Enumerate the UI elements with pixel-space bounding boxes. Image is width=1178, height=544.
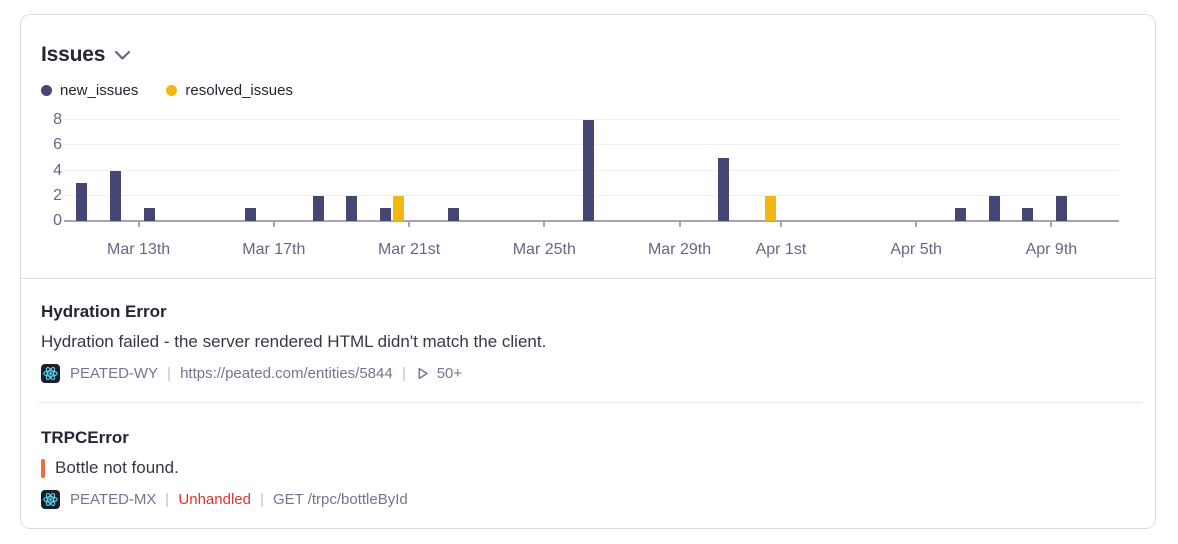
legend-item-resolved-issues[interactable]: resolved_issues <box>166 82 293 99</box>
legend-label: new_issues <box>60 82 139 99</box>
bar-new_issues[interactable] <box>75 183 87 221</box>
bar-new_issues[interactable] <box>583 120 594 221</box>
issue-message-text: Bottle not found. <box>55 458 179 477</box>
bar-new_issues[interactable] <box>954 208 966 221</box>
bar-new_issues[interactable] <box>109 170 121 221</box>
culprit-marker <box>41 458 45 478</box>
issue-short-id: PEATED-MX <box>70 491 157 508</box>
y-axis-label: 6 <box>53 136 62 154</box>
chevron-down-icon <box>115 50 131 60</box>
x-axis-tick <box>137 222 140 227</box>
issue-short-id: PEATED-WY <box>70 365 159 382</box>
issue-meta-row: PEATED-WY https://peated.com/entities/58… <box>41 364 1135 383</box>
gridline-y-8 <box>64 119 1119 120</box>
x-axis-label: Mar 21st <box>377 241 441 258</box>
issue-meta-row: PEATED-MX Unhandled GET /trpc/bottleById <box>41 490 1135 509</box>
bar-resolved_issues[interactable] <box>765 195 777 221</box>
bar-new_issues[interactable] <box>312 195 324 221</box>
bar-resolved_issues[interactable] <box>393 195 405 221</box>
x-axis-tick <box>1050 222 1053 227</box>
y-axis-label: 8 <box>53 111 62 128</box>
bar-new_issues[interactable] <box>988 195 1000 221</box>
x-axis-label: Apr 5th <box>890 241 942 258</box>
issue-title[interactable]: Hydration Error <box>41 302 167 321</box>
issue-title[interactable]: TRPCError <box>41 428 129 447</box>
section-divider <box>21 278 1155 279</box>
replay-count: 50+ <box>436 365 463 382</box>
x-axis-label: Apr 1st <box>755 241 807 258</box>
widget-title: Issues <box>41 43 106 66</box>
bar-new_issues[interactable] <box>447 208 459 221</box>
issue-row-trpc-error[interactable]: TRPCError Bottle not found. PEATED-MX Un… <box>21 403 1155 528</box>
issues-bar-chart: 0 2 4 6 8 Mar 13th Mar 17th Mar 21st Mar 25th Mar… <box>21 104 1155 265</box>
issue-message: Hydration failed - the server rendered H… <box>41 331 1135 353</box>
bar-new_issues[interactable] <box>380 208 392 221</box>
bar-new_issues[interactable] <box>1022 208 1034 221</box>
x-axis-tick <box>678 222 681 227</box>
bar-new_issues[interactable] <box>244 208 256 221</box>
x-axis-label: Mar 25th <box>512 241 576 258</box>
meta-separator <box>168 366 171 381</box>
x-axis-label: Apr 9th <box>1025 241 1078 258</box>
legend-item-new-issues[interactable]: new_issues <box>41 82 138 99</box>
meta-separator <box>260 492 263 507</box>
replay-count-group: 50+ <box>415 365 462 382</box>
bar-new_issues[interactable] <box>718 157 730 221</box>
meta-separator <box>402 366 405 381</box>
issues-widget-card: Issues new_issues resolved_issues 0 2 4 6 8 M… <box>20 14 1156 529</box>
legend-dot-resolved-issues <box>166 85 178 96</box>
x-axis-tick <box>408 222 411 227</box>
chart-legend: new_issues resolved_issues <box>41 82 1135 99</box>
issue-message-text: Hydration failed - the server rendered H… <box>41 332 547 351</box>
x-axis-tick <box>915 222 918 227</box>
unhandled-badge: Unhandled <box>178 491 251 508</box>
x-axis-label: Mar 29th <box>647 241 712 258</box>
bar-new_issues[interactable] <box>346 195 358 221</box>
y-axis-label: 0 <box>53 212 62 229</box>
x-axis-label: Mar 13th <box>107 241 171 258</box>
issue-row-hydration-error[interactable]: Hydration Error Hydration failed - the s… <box>21 279 1155 402</box>
play-icon <box>418 367 428 380</box>
x-axis-tick <box>779 222 782 227</box>
bar-new_issues[interactable] <box>1056 195 1068 221</box>
legend-label: resolved_issues <box>185 82 293 99</box>
x-axis-tick <box>272 222 275 227</box>
issue-message: Bottle not found. <box>41 457 1135 479</box>
x-axis-line <box>64 220 1119 222</box>
react-icon <box>41 364 60 383</box>
widget-title-button[interactable]: Issues <box>41 42 1135 68</box>
x-axis-tick <box>543 222 546 227</box>
issue-divider <box>39 402 1142 403</box>
issue-transaction: GET /trpc/bottleById <box>272 491 408 508</box>
legend-dot-new-issues <box>41 85 52 96</box>
y-axis-label: 2 <box>53 186 62 204</box>
widget-header: Issues new_issues resolved_issues <box>21 15 1155 99</box>
issue-url: https://peated.com/entities/5844 <box>180 365 393 382</box>
y-axis-label: 4 <box>53 161 62 179</box>
chart-plot-area: 0 2 4 6 8 Mar 13th Mar 17th Mar 21st Mar 25th Mar… <box>53 112 1119 258</box>
meta-separator <box>166 492 169 507</box>
react-icon <box>41 490 60 509</box>
x-axis-label: Mar 17th <box>242 241 306 258</box>
bar-new_issues[interactable] <box>143 208 155 221</box>
